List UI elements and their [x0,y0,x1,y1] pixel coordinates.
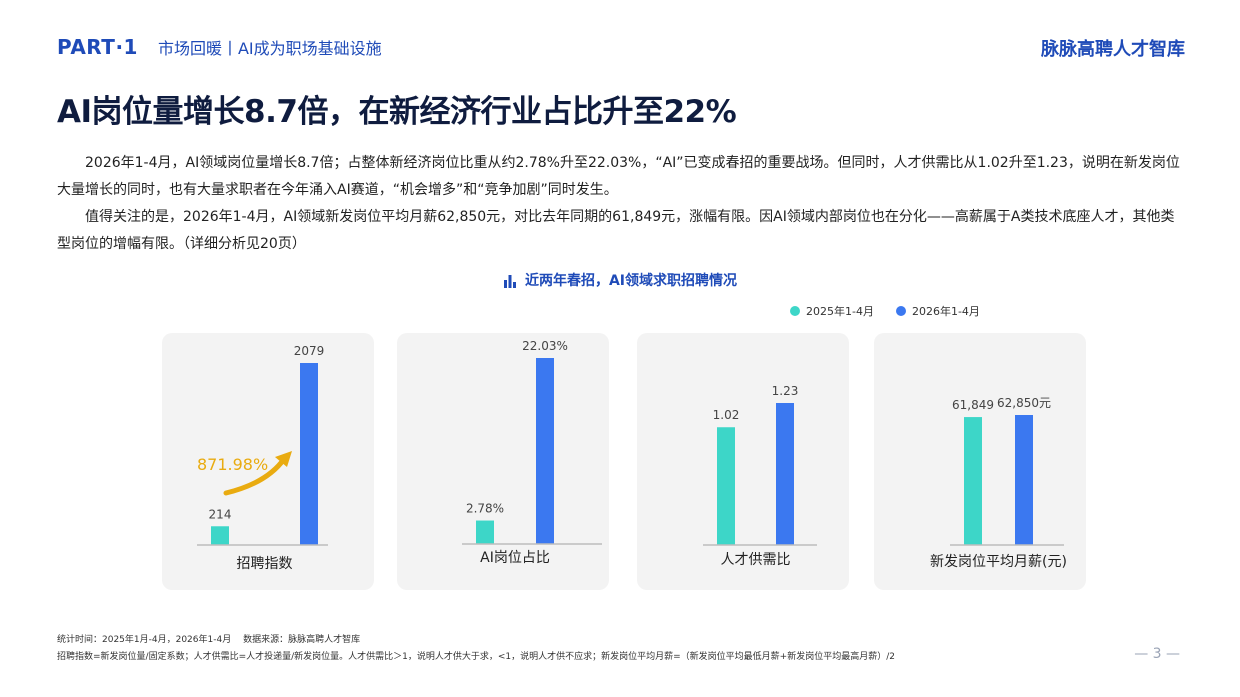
chart-title-text: 近两年春招，AI领域求职招聘情况 [524,273,738,289]
data-label-2025: 1.02 [713,408,740,422]
data-label-2026: 1.23 [772,384,799,398]
bar-2025 [476,520,494,544]
chart-legend: 2025年1-4月 2026年1-4月 [790,303,980,319]
chart-panel-recruit-index: 214 2079 招聘指数 871.98% [162,333,374,590]
section-title: 市场回暖丨AI成为职场基础设施 [157,39,382,58]
paragraph-2-text: 值得关注的是，2026年1-4月，AI领域新发岗位平均月薪62,850元，对比去… [57,209,1175,252]
growth-annotation: 871.98% [197,455,268,474]
data-label-2026: 2079 [294,344,325,358]
chart-supply-demand: 1.02 1.23 人才供需比 [703,384,817,568]
page-title: AI岗位量增长8.7倍，在新经济行业占比升至22% [57,94,737,130]
data-label-2026: 22.03% [522,339,568,353]
data-label-2026: 62,850元 [997,396,1051,410]
category-label: 招聘指数 [237,556,293,572]
chart-title: 近两年春招，AI领域求职招聘情况 [0,270,1240,290]
paragraph-1: 2026年1-4月，AI领域岗位量增长8.7倍；占整体新经济岗位比重从约2.78… [57,150,1187,204]
data-label-2025: 214 [209,507,232,521]
category-label: AI岗位占比 [480,550,550,566]
chart-ai-share: 2.78% 22.03% AI岗位占比 [462,339,602,566]
bar-2026 [536,358,554,544]
chart-panel-supply-demand: 1.02 1.23 人才供需比 [637,333,849,590]
bar-2025 [964,417,982,545]
bar-2026 [300,363,318,545]
data-label-2025: 2.78% [466,502,504,516]
chart-recruit-index: 214 2079 招聘指数 871.98% [197,344,328,572]
legend-item-2025: 2025年1-4月 [790,303,874,319]
bar-2025 [717,427,735,545]
bar-2025 [211,526,229,545]
legend-dot-2026 [895,306,906,316]
legend-dot-2025 [790,306,800,316]
paragraph-2: 值得关注的是，2026年1-4月，AI领域新发岗位平均月薪62,850元，对比去… [57,204,1187,258]
category-label: 新发岗位平均月薪(元) [930,554,1067,570]
category-label: 人才供需比 [721,552,791,568]
bar-2026 [1015,415,1033,545]
paragraph-1-text: 2026年1-4月，AI领域岗位量增长8.7倍；占整体新经济岗位比重从约2.78… [57,155,1180,198]
bar-chart-icon [503,275,516,288]
footer-source: 统计时间：2025年1月-4月，2026年1-4月 数据来源：脉脉高聘人才智库 [57,635,361,645]
bar-2026 [776,403,794,545]
data-label-2025: 61,849 [952,398,994,412]
section-header: PART·1 市场回暖丨AI成为职场基础设施 [57,35,382,59]
legend-label-2025: 2025年1-4月 [806,305,874,318]
legend-label-2026: 2026年1-4月 [911,305,980,318]
chart-panel-ai-share: 2.78% 22.03% AI岗位占比 [397,333,609,590]
growth-arrow [223,451,292,496]
page-number: — 3 — [1134,646,1180,662]
part-label: PART·1 [57,35,138,59]
legend-item-2026: 2026年1-4月 [895,303,980,319]
footer-definitions: 招聘指数=新发岗位量/固定系数；人才供需比=人才投递量/新发岗位量。人才供需比＞… [57,652,895,662]
chart-panel-avg-salary: 61,849 62,850元新发岗位平均月薪(元) [874,333,1086,590]
brand-name: 脉脉高聘人才智库 [1041,39,1185,60]
